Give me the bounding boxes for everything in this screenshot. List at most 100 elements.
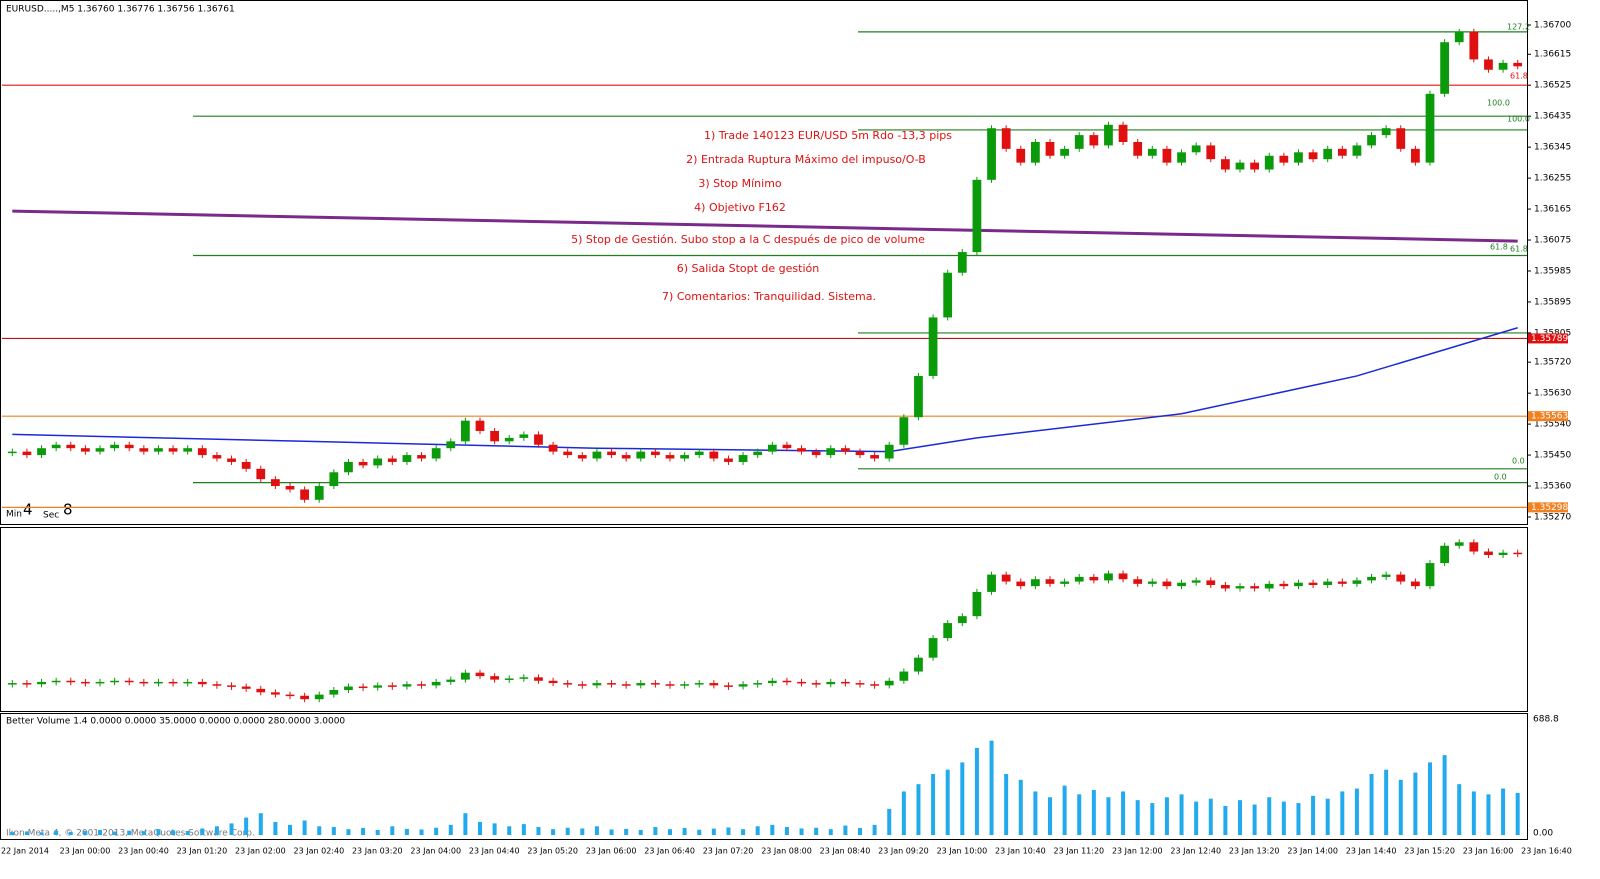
x-tick-label: 23 Jan 10:40	[995, 847, 1046, 856]
candle-mini	[241, 686, 251, 689]
volume-bar	[1062, 785, 1067, 835]
volume-bar	[127, 830, 132, 835]
volume-bar	[1325, 798, 1330, 835]
candle	[154, 448, 163, 452]
candle-mini	[95, 681, 105, 684]
annotation: 1) Trade 140123 EUR/USD 5m Rdo -13,3 pip…	[704, 129, 952, 142]
candle-mini	[870, 684, 879, 686]
y-tick-label: 1.36075	[1534, 236, 1571, 246]
y-tick-label: 1.36345	[1534, 143, 1571, 153]
candle	[66, 444, 76, 449]
candle-mini	[607, 683, 616, 685]
candle-mini	[168, 681, 178, 684]
price-tag-label: 1.35789	[1531, 334, 1568, 344]
candle	[1031, 141, 1040, 163]
volume-bar	[1004, 774, 1009, 835]
candle-mini	[1279, 583, 1289, 587]
volume-bar	[711, 828, 716, 835]
volume-bar	[1281, 801, 1286, 835]
x-tick-label: 23 Jan 02:40	[294, 847, 345, 856]
candle-mini	[548, 680, 558, 684]
volume-bar	[565, 827, 570, 835]
candle	[168, 448, 178, 452]
volume-bar	[1398, 779, 1403, 835]
volume-bar	[1033, 791, 1038, 835]
volume-bar	[244, 817, 249, 835]
candle-mini	[227, 685, 236, 687]
volume-bar	[1471, 791, 1476, 835]
volume-bar	[288, 824, 292, 835]
candle	[548, 444, 558, 452]
y-tick-label: 1.35720	[1534, 358, 1571, 368]
volume-bar	[258, 813, 263, 835]
x-tick-label: 23 Jan 07:20	[703, 847, 754, 856]
volume-bar	[945, 769, 950, 835]
volume-bar	[185, 830, 190, 835]
candle	[475, 420, 485, 431]
fib-label: 61.8	[1510, 245, 1528, 254]
candle	[1118, 124, 1128, 142]
x-tick-label: 23 Jan 00:40	[118, 847, 169, 856]
volume-bar	[1486, 794, 1491, 835]
candle	[709, 451, 719, 459]
candle	[329, 472, 339, 487]
candle	[1469, 31, 1479, 60]
fib-label: 0.0	[1494, 473, 1507, 482]
annotation: 6) Salida Stopt de gestión	[677, 262, 819, 275]
candle	[314, 486, 324, 500]
candle	[855, 451, 865, 456]
candle	[1498, 62, 1508, 70]
x-tick-label: 23 Jan 15:20	[1404, 847, 1455, 856]
volume-bar	[1501, 788, 1506, 835]
candle-mini	[7, 683, 17, 685]
candle	[1264, 155, 1274, 170]
candle	[1177, 152, 1186, 163]
annotation: 4) Objetivo F162	[694, 201, 786, 214]
candle	[1396, 128, 1406, 149]
candle-mini	[1264, 583, 1274, 589]
candle	[943, 272, 953, 318]
candle	[577, 455, 587, 459]
volume-bar	[171, 830, 176, 835]
fib-label: 61.8	[1490, 243, 1508, 252]
candle-mini	[680, 684, 689, 686]
candle-mini	[285, 694, 295, 697]
volume-bar	[916, 784, 921, 835]
candle-mini	[1060, 581, 1069, 584]
candle-mini	[183, 681, 193, 684]
candle	[285, 486, 295, 490]
volume-bar	[682, 828, 687, 835]
volume-bar	[273, 821, 278, 835]
volume-bar	[931, 774, 936, 835]
candle-mini	[1133, 579, 1143, 584]
annotation: 5) Stop de Gestión. Subo stop a la C des…	[571, 233, 925, 246]
volume-bar	[141, 831, 146, 835]
volume-bar	[638, 829, 643, 835]
candle-mini	[66, 680, 76, 683]
y-tick-label: 1.35450	[1534, 451, 1571, 461]
x-tick-label: 23 Jan 16:00	[1463, 847, 1514, 856]
x-tick-label: 23 Jan 14:00	[1287, 847, 1338, 856]
volume-bar	[755, 826, 760, 835]
candle	[607, 451, 616, 456]
candle-mini	[1016, 581, 1026, 587]
price-tag	[1528, 333, 1568, 344]
candle	[636, 451, 646, 459]
volume-bar	[492, 823, 497, 835]
candle	[358, 461, 368, 466]
candle-mini	[358, 686, 368, 689]
fib-label: 127.2	[1507, 23, 1530, 32]
volume-bar	[390, 826, 395, 835]
volume-bar	[434, 827, 439, 835]
candle-mini	[534, 677, 543, 681]
volume-bar	[83, 830, 88, 835]
volume-bar	[214, 826, 219, 835]
y-tick-label: 1.36700	[1534, 21, 1571, 31]
volume-min: 0.00	[1533, 829, 1553, 839]
candle	[1337, 148, 1347, 156]
x-tick-label: 23 Jan 14:40	[1346, 847, 1397, 856]
candle	[1440, 42, 1449, 94]
candle	[1352, 145, 1362, 156]
volume-bar	[1428, 762, 1432, 835]
